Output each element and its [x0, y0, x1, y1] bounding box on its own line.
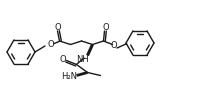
Text: O: O	[55, 22, 62, 32]
Text: NH: NH	[76, 54, 89, 64]
Text: O: O	[47, 40, 54, 49]
Text: O: O	[110, 41, 117, 51]
Text: H₂N: H₂N	[61, 72, 77, 81]
Text: O: O	[102, 22, 109, 32]
Text: O: O	[59, 55, 66, 64]
